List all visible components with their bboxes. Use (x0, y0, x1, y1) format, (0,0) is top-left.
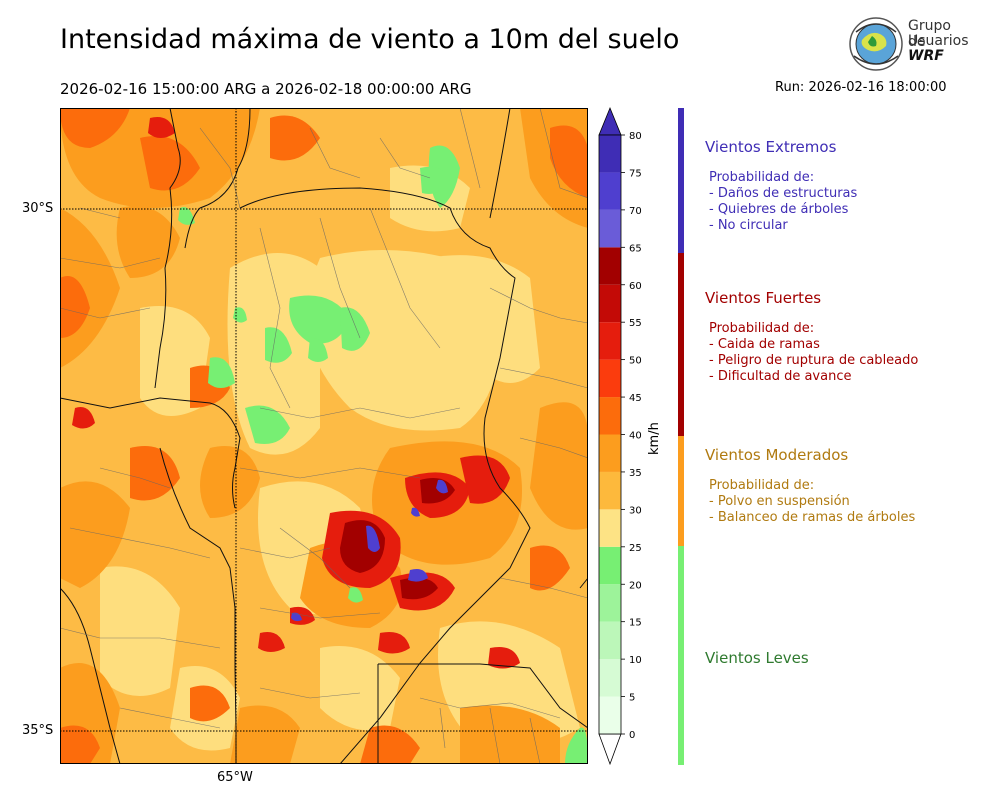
colorbar-segment (599, 247, 621, 285)
graticule (60, 108, 588, 764)
legend-category-body: Probabilidad de: - Caida de ramas - Peligr… (705, 321, 918, 385)
wind-map (60, 108, 588, 764)
chart-title: Intensidad máxima de viento a 10m del su… (60, 24, 680, 55)
legend-category-body: Probabilidad de: - Daños de estructuras - … (705, 170, 857, 234)
colorbar-segment (599, 509, 621, 547)
legend-category-prefix: Probabilidad de: (709, 478, 815, 493)
category-bar-segment (678, 546, 684, 765)
colorbar-tick-label: 25 (629, 543, 642, 554)
colorbar-segment (599, 359, 621, 398)
category-bar-segment (678, 436, 684, 546)
logo-text-line2: Usuarios (908, 33, 969, 49)
colorbar-segment (599, 172, 621, 210)
colorbar-tick-label: 20 (629, 580, 642, 591)
colorbar-tick-label: 55 (629, 318, 642, 329)
colorbar-segment (599, 546, 621, 585)
legend-category-item: - Polvo en suspensión (709, 494, 850, 509)
legend-category-item: - Balanceo de ramas de árboles (709, 510, 916, 525)
province-boundaries (60, 108, 588, 764)
legend-category-item: - Quiebres de árboles (709, 202, 849, 217)
category-bar-segment (678, 108, 684, 253)
colorbar-tick-label: 65 (629, 243, 642, 254)
colorbar-segment (599, 397, 621, 435)
colorbar-unit-label: km/h (647, 422, 662, 455)
colorbar-tick-label: 60 (629, 281, 642, 292)
colorbar-over-triangle (598, 106, 622, 136)
legend-category: Vientos Extremos Probabilidad de: - Daños … (705, 138, 857, 234)
colorbar-segment (599, 434, 621, 472)
model-run-time: Run: 2026-02-16 18:00:00 (775, 80, 947, 95)
colorbar-segment (599, 621, 621, 660)
logo-text-line1: Grupo de (908, 18, 951, 50)
legend-category-prefix: Probabilidad de: (709, 170, 815, 185)
department-boundaries (60, 108, 588, 764)
legend-category-title: Vientos Moderados (705, 446, 849, 464)
forecast-period: 2026-02-16 15:00:00 ARG a 2026-02-18 00:… (60, 80, 472, 98)
legend-category-item: - Daños de estructuras (709, 186, 858, 201)
colorbar-tick-label: 40 (629, 431, 642, 442)
colorbar-tick-label: 70 (629, 206, 642, 217)
legend-category: Vientos Fuertes Probabilidad de: - Caida d… (705, 289, 918, 385)
colorbar-tick-label: 5 (629, 693, 635, 704)
colorbar-tick-label: 10 (629, 655, 642, 666)
colorbar-tick-label: 35 (629, 468, 642, 479)
category-bar-segment (678, 253, 684, 436)
colorbar-segment (599, 135, 621, 173)
globe-icon (849, 17, 903, 71)
legend-category-item: - Peligro de ruptura de cableado (709, 353, 919, 368)
colorbar-under-triangle (598, 733, 622, 766)
colorbar-segment (599, 659, 621, 697)
category-color-bar (678, 108, 684, 765)
logo-text-line3: WRF (908, 48, 944, 64)
legend-category-body: Probabilidad de: - Polvo en suspensión - B… (705, 478, 915, 526)
legend-category-item: - Dificultad de avance (709, 369, 852, 384)
legend-category: Vientos Leves (705, 649, 809, 681)
colorbar-tick-label: 75 (629, 168, 642, 179)
legend-category-title: Vientos Fuertes (705, 289, 822, 307)
lon-label-65w: 65°W (217, 770, 253, 785)
colorbar-segment (599, 471, 621, 510)
colorbar-segment (599, 209, 621, 248)
grupo-wrf-logo: Grupo de Usuarios WRF (848, 16, 969, 74)
colorbar: 0 5 10 15 20 25 30 35 40 45 50 55 60 65 70 75 80 (598, 106, 642, 766)
colorbar-tick-label: 30 (629, 505, 642, 516)
colorbar-segment (599, 322, 621, 360)
legend-category-item: - No circular (709, 218, 788, 233)
colorbar-segment (599, 696, 621, 734)
legend-category: Vientos Moderados Probabilidad de: - Polvo… (705, 446, 915, 526)
colorbar-tick-label: 45 (629, 393, 642, 404)
lat-label-30s: 30°S (22, 201, 54, 216)
colorbar-tick-label: 0 (629, 730, 635, 741)
colorbar-segment (599, 284, 621, 323)
colorbar-tick-label: 50 (629, 356, 642, 367)
legend-category-prefix: Probabilidad de: (709, 321, 815, 336)
lat-label-35s: 35°S (22, 723, 54, 738)
legend-category-title: Vientos Extremos (705, 138, 837, 156)
colorbar-tick-label: 15 (629, 618, 642, 629)
legend-category-title: Vientos Leves (705, 649, 809, 667)
legend-category-item: - Caida de ramas (709, 337, 820, 352)
colorbar-tick-label: 80 (629, 131, 642, 142)
green-regions (178, 145, 588, 764)
colorbar-segment (599, 584, 621, 622)
